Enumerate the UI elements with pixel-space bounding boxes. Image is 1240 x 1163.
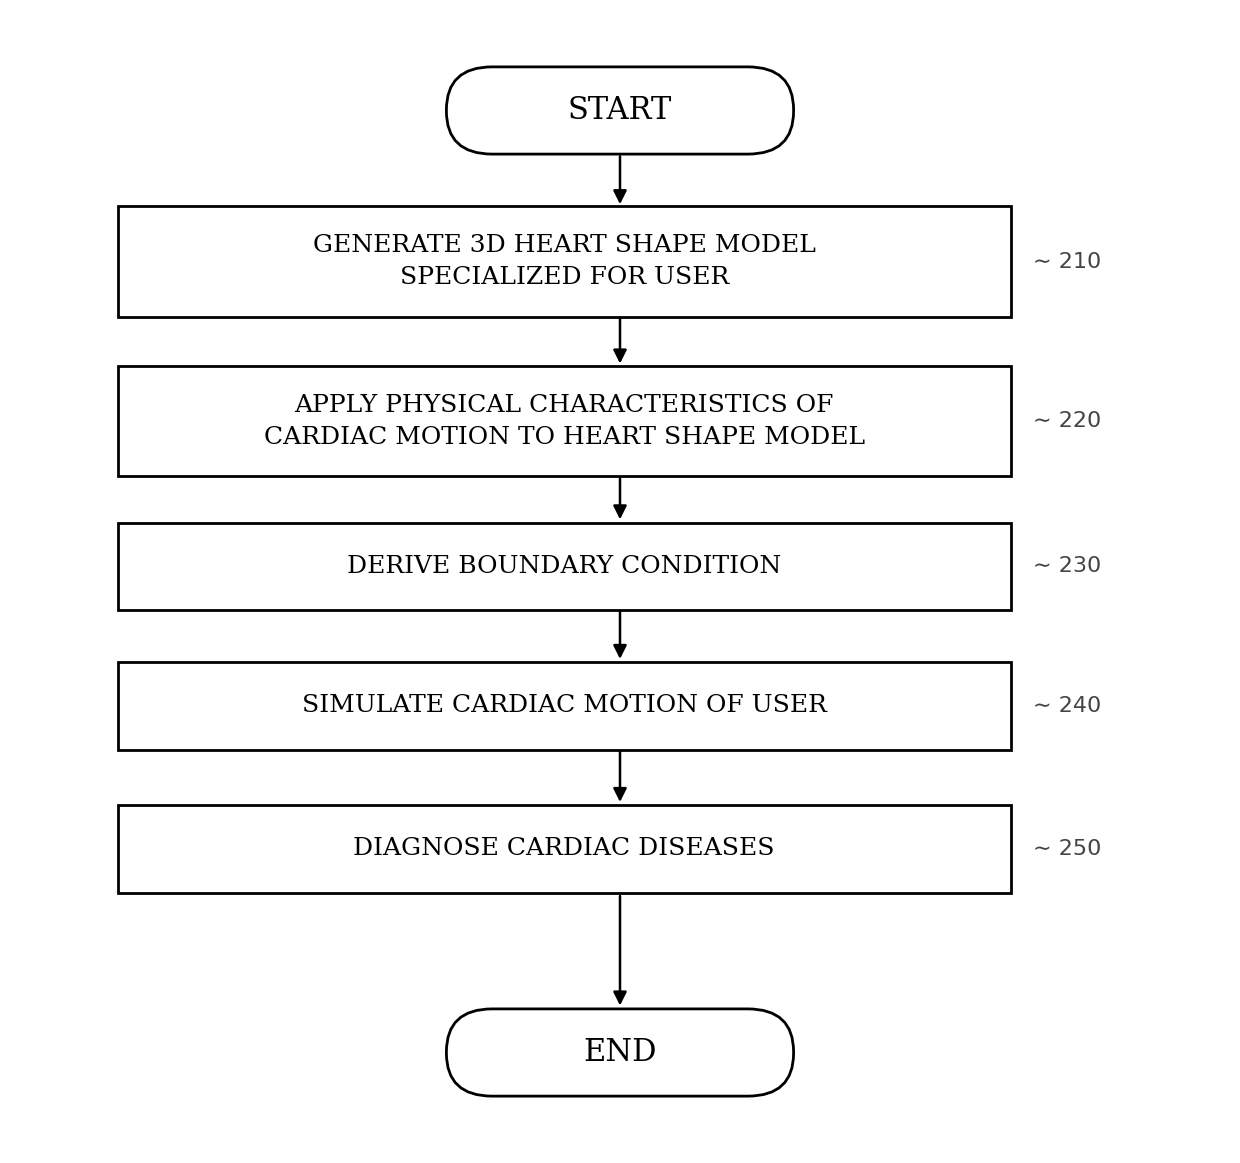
FancyBboxPatch shape <box>118 805 1011 893</box>
Text: ∼ 240: ∼ 240 <box>1033 695 1101 716</box>
FancyBboxPatch shape <box>118 523 1011 609</box>
Text: SIMULATE CARDIAC MOTION OF USER: SIMULATE CARDIAC MOTION OF USER <box>301 694 827 718</box>
Text: ∼ 230: ∼ 230 <box>1033 556 1101 577</box>
Text: ∼ 250: ∼ 250 <box>1033 839 1101 859</box>
Text: ∼ 220: ∼ 220 <box>1033 411 1101 431</box>
FancyBboxPatch shape <box>446 1008 794 1096</box>
FancyBboxPatch shape <box>118 365 1011 477</box>
FancyBboxPatch shape <box>118 207 1011 316</box>
Text: DIAGNOSE CARDIAC DISEASES: DIAGNOSE CARDIAC DISEASES <box>353 837 775 861</box>
Text: GENERATE 3D HEART SHAPE MODEL
SPECIALIZED FOR USER: GENERATE 3D HEART SHAPE MODEL SPECIALIZE… <box>312 234 816 290</box>
Text: START: START <box>568 95 672 126</box>
Text: DERIVE BOUNDARY CONDITION: DERIVE BOUNDARY CONDITION <box>347 555 781 578</box>
Text: APPLY PHYSICAL CHARACTERISTICS OF
CARDIAC MOTION TO HEART SHAPE MODEL: APPLY PHYSICAL CHARACTERISTICS OF CARDIA… <box>264 393 864 449</box>
FancyBboxPatch shape <box>446 66 794 154</box>
Text: END: END <box>583 1037 657 1068</box>
FancyBboxPatch shape <box>118 662 1011 749</box>
Text: ∼ 210: ∼ 210 <box>1033 251 1101 272</box>
